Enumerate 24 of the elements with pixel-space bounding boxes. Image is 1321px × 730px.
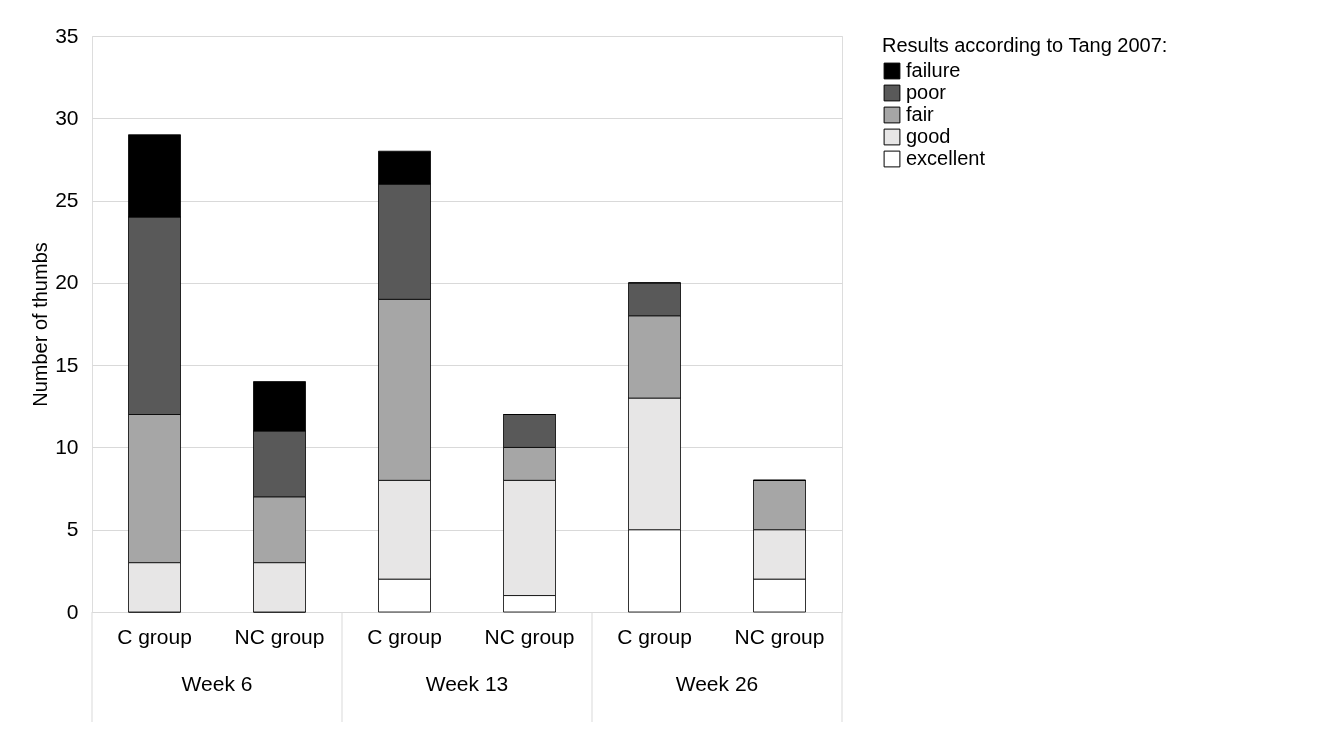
legend-label: fair	[906, 103, 935, 125]
y-tick-label: 35	[55, 23, 79, 47]
legend-title: Results according to Tang 2007:	[882, 34, 1168, 56]
x-tick-label: C group	[617, 624, 692, 648]
y-axis-title: Number of thumbs	[29, 242, 52, 407]
y-tick-label: 25	[55, 188, 79, 212]
y-tick-label: 20	[55, 270, 79, 294]
x-tick-label: NC group	[734, 624, 825, 648]
x-tick-label: C group	[367, 624, 442, 648]
legend-label: excellent	[906, 147, 986, 169]
y-tick-label: 10	[55, 434, 79, 458]
y-tick-label: 0	[66, 599, 79, 623]
x-tick-label: C group	[117, 624, 192, 648]
legend-label: poor	[906, 81, 947, 103]
x-tick-label: NC group	[484, 624, 575, 648]
legend-label: failure	[906, 59, 961, 81]
text: Week 26	[675, 672, 759, 695]
legend-label: good	[906, 125, 951, 147]
y-tick-label: 15	[55, 352, 79, 376]
text: Week 6	[181, 672, 253, 695]
x-tick-label: NC group	[234, 624, 325, 648]
y-tick-label: 30	[55, 105, 79, 129]
text: Week 13	[425, 672, 509, 695]
y-tick-label: 5	[66, 517, 79, 541]
